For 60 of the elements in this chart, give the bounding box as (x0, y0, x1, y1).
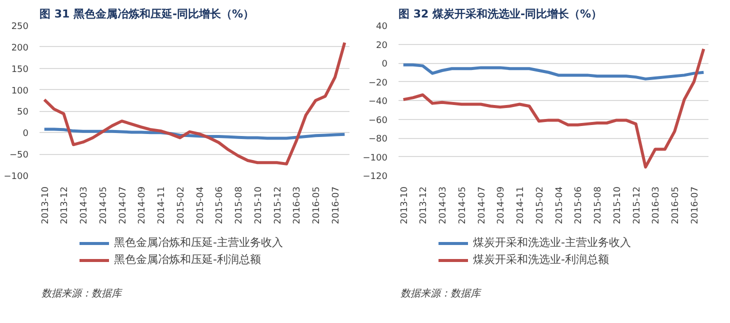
chart-title: 图 32 煤炭开采和洗选业-同比增长（%） (398, 8, 602, 20)
legend-label: 黑色金属冶炼和压延-利润总额 (114, 252, 261, 267)
y-tick-label: 50 (17, 108, 29, 118)
legend-label: 煤炭开采和洗选业-主营业务收入 (473, 235, 631, 250)
x-tick-label: 2016-05 (671, 186, 682, 224)
x-tick-label: 2015-10 (612, 186, 623, 224)
x-tick-label: 2015-06 (215, 186, 226, 224)
x-tick-label: 2013-10 (400, 186, 410, 224)
x-tick-label: 2015-02 (176, 186, 186, 224)
y-tick-label: 20 (376, 40, 388, 51)
x-tick-label: 2015-04 (554, 186, 565, 224)
y-tick-label: −100 (4, 172, 29, 182)
x-tick-label: 2014-05 (458, 186, 468, 224)
y-tick-label: 0 (382, 60, 388, 70)
x-tick-label: 2014-07 (477, 186, 488, 224)
y-tick-label: 40 (376, 22, 388, 32)
x-tick-label: 2015-04 (196, 186, 206, 224)
x-tick-label: 2013-10 (40, 186, 51, 224)
source-note: 数据来源：数据库 (400, 288, 482, 300)
x-tick-label: 2016-07 (690, 186, 700, 224)
y-tick-label: 250 (11, 22, 29, 32)
legend-label: 黑色金属冶炼和压延-主营业务收入 (114, 235, 283, 250)
x-tick-label: 2015-06 (574, 186, 584, 224)
y-tick-label: −20 (368, 78, 388, 88)
x-tick-label: 2015-08 (234, 186, 245, 224)
x-tick-label: 2016-03 (652, 186, 662, 224)
y-tick-label: −40 (368, 97, 388, 107)
x-tick-label: 2013-12 (60, 186, 70, 224)
chart-title: 图 31 黑色金属冶炼和压延-同比增长（%） (40, 8, 254, 20)
x-tick-label: 2014-07 (118, 186, 128, 224)
x-tick-label: 2014-09 (138, 186, 148, 224)
y-tick-label: −100 (362, 153, 388, 164)
x-tick-label: 2013-12 (419, 186, 430, 224)
x-tick-label: 2014-03 (438, 186, 449, 224)
x-tick-label: 2015-02 (535, 186, 546, 224)
y-tick-label: 150 (11, 64, 29, 75)
x-tick-label: 2015-12 (273, 186, 284, 224)
y-tick-label: −120 (362, 172, 388, 182)
source-note: 数据来源：数据库 (42, 288, 124, 300)
x-tick-label: 2015-08 (594, 186, 604, 224)
x-tick-label: 2014-05 (98, 186, 109, 224)
line-series (42, 41, 346, 166)
y-tick-label: 200 (11, 43, 29, 54)
x-tick-label: 2016-05 (312, 186, 322, 224)
y-tick-label: 0 (22, 129, 29, 140)
y-tick-label: −80 (368, 134, 388, 144)
x-tick-label: 2014-11 (516, 186, 526, 224)
line-series (402, 47, 706, 169)
x-tick-label: 2015-12 (632, 186, 642, 224)
x-tick-label: 2016-07 (331, 186, 342, 224)
x-tick-label: 2014-03 (80, 186, 90, 224)
x-tick-label: 2016-03 (292, 186, 303, 224)
x-tick-label: 2014-11 (157, 186, 168, 224)
y-tick-label: 100 (11, 86, 29, 96)
y-tick-label: −60 (368, 116, 388, 126)
legend-label: 煤炭开采和洗选业-利润总额 (473, 252, 609, 267)
x-tick-label: 2015-10 (254, 186, 264, 224)
y-tick-label: −50 (10, 150, 29, 161)
x-tick-label: 2014-09 (496, 186, 507, 224)
line-series (402, 63, 706, 80)
